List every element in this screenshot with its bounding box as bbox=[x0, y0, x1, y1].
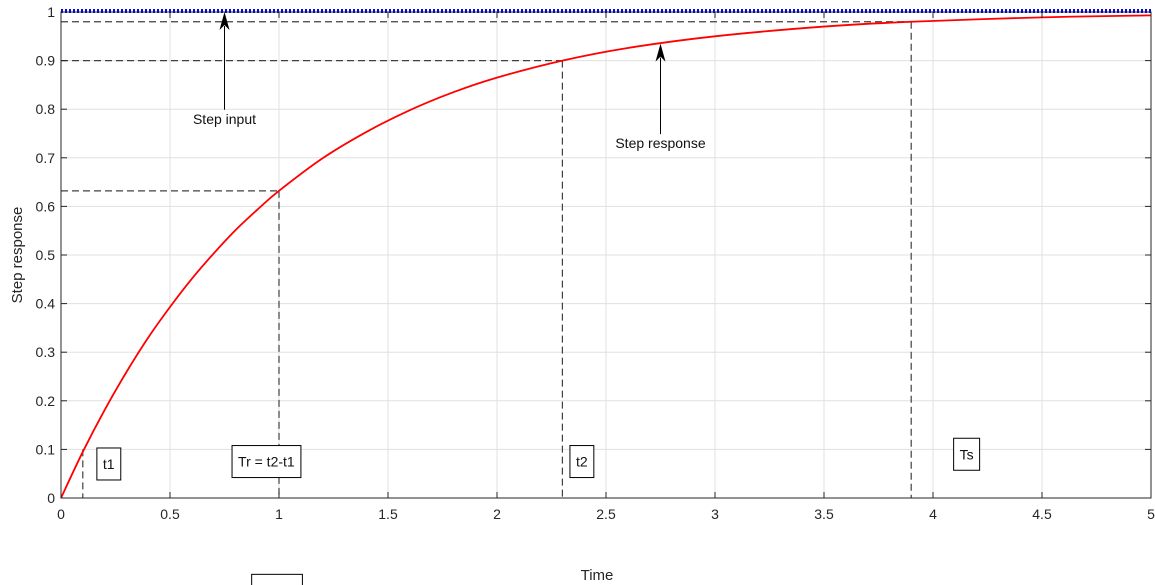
text-box: t2 bbox=[569, 445, 595, 479]
x-tick-label: 1 bbox=[275, 506, 283, 522]
x-tick-label: 4.5 bbox=[1032, 506, 1052, 522]
text-box-label: t2 bbox=[576, 454, 588, 470]
annotations: Step input Step response t1 Tr = t2-t1 t2 Ts T… bbox=[96, 12, 981, 585]
y-tick-label: 0.4 bbox=[36, 296, 56, 312]
text-box-label: t1 bbox=[103, 456, 115, 472]
annotation-label: Step response bbox=[615, 135, 705, 151]
y-tick-label: 0.3 bbox=[36, 344, 56, 360]
text-box-label: Ts bbox=[960, 446, 974, 462]
x-tick-label: 2 bbox=[493, 506, 501, 522]
x-tick-label: 0.5 bbox=[160, 506, 180, 522]
grid bbox=[61, 12, 1151, 498]
annotation-arrowhead bbox=[219, 12, 230, 30]
annotation-label: Step input bbox=[193, 111, 256, 127]
text-box-frame bbox=[251, 573, 303, 585]
text-box: Tau=1 bbox=[251, 573, 303, 585]
y-axis-title: Step response bbox=[9, 207, 26, 304]
text-box-label: Tau=1 bbox=[258, 582, 297, 585]
text-box-frame bbox=[953, 437, 981, 471]
y-tick-label: 0 bbox=[47, 490, 55, 506]
series bbox=[60, 9, 1152, 499]
y-tick-label: 0.5 bbox=[36, 247, 56, 263]
y-tick-label: 0.7 bbox=[36, 150, 56, 166]
y-tick-label: 0.2 bbox=[36, 393, 56, 409]
y-tick-label: 0.6 bbox=[36, 198, 56, 214]
axes: 0 0.5 1 1.5 2 2.5 3 3.5 4 4.5 5 0 0.1 0.2 0.3 0.4 0.5 0.6… bbox=[36, 4, 1155, 522]
x-tick-label: 0 bbox=[57, 506, 65, 522]
x-tick-label: 4 bbox=[929, 506, 937, 522]
text-box: t1 bbox=[96, 447, 122, 481]
y-tick-label: 0.8 bbox=[36, 101, 56, 117]
text-box: Tr = t2-t1 bbox=[231, 445, 302, 479]
step-response-curve bbox=[60, 14, 1152, 499]
x-tick-label: 2.5 bbox=[596, 506, 616, 522]
x-axis-title: Time bbox=[581, 567, 614, 584]
text-box-frame bbox=[96, 447, 122, 481]
text-box-frame bbox=[569, 445, 595, 479]
x-tick-label: 3.5 bbox=[814, 506, 834, 522]
y-tick-label: 0.1 bbox=[36, 441, 56, 457]
text-box: Ts bbox=[953, 437, 981, 471]
x-tick-label: 5 bbox=[1147, 506, 1155, 522]
y-tick-label: 0.9 bbox=[36, 53, 56, 69]
text-box-label: Tr = t2-t1 bbox=[238, 454, 295, 470]
text-box-frame bbox=[231, 445, 302, 479]
y-tick-label: 1 bbox=[47, 4, 55, 20]
annotation-arrowhead bbox=[655, 43, 666, 62]
x-tick-label: 3 bbox=[711, 506, 719, 522]
x-tick-label: 1.5 bbox=[378, 506, 398, 522]
